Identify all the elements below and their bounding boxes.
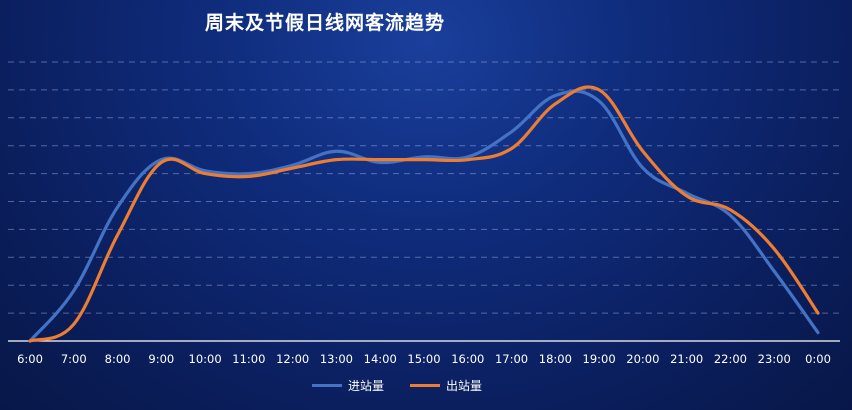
x-tick-label: 10:00 <box>189 352 222 366</box>
x-tick-label: 11:00 <box>232 352 265 366</box>
x-tick-label: 23:00 <box>758 352 791 366</box>
x-tick-label: 13:00 <box>320 352 353 366</box>
x-tick-label: 12:00 <box>276 352 309 366</box>
x-tick-label: 19:00 <box>583 352 616 366</box>
series-line-outbound <box>28 85 820 343</box>
legend-swatch-outbound <box>410 384 440 387</box>
x-tick-label: 21:00 <box>670 352 703 366</box>
x-tick-label: 15:00 <box>407 352 440 366</box>
x-tick-label: 8:00 <box>105 352 131 366</box>
x-tick-label: 16:00 <box>451 352 484 366</box>
series-line-inbound <box>28 89 820 343</box>
x-tick-label: 18:00 <box>539 352 572 366</box>
legend-label-inbound: 进站量 <box>348 379 385 393</box>
x-tick-label: 22:00 <box>714 352 747 366</box>
x-tick-label: 7:00 <box>61 352 87 366</box>
chart-title: 周末及节假日线网客流趋势 <box>205 12 446 34</box>
x-tick-label: 9:00 <box>148 352 174 366</box>
x-tick-label: 6:00 <box>17 352 43 366</box>
x-tick-label: 14:00 <box>364 352 397 366</box>
x-tick-label: 17:00 <box>495 352 528 366</box>
legend-item-outbound: 出站量 <box>410 377 482 394</box>
legend-label-outbound: 出站量 <box>446 379 483 393</box>
legend: 进站量 出站量 <box>0 377 852 397</box>
x-tick-label: 0:00 <box>805 352 831 366</box>
legend-swatch-inbound <box>312 384 342 387</box>
legend-item-inbound: 进站量 <box>312 377 384 394</box>
x-tick-label: 20:00 <box>626 352 659 366</box>
